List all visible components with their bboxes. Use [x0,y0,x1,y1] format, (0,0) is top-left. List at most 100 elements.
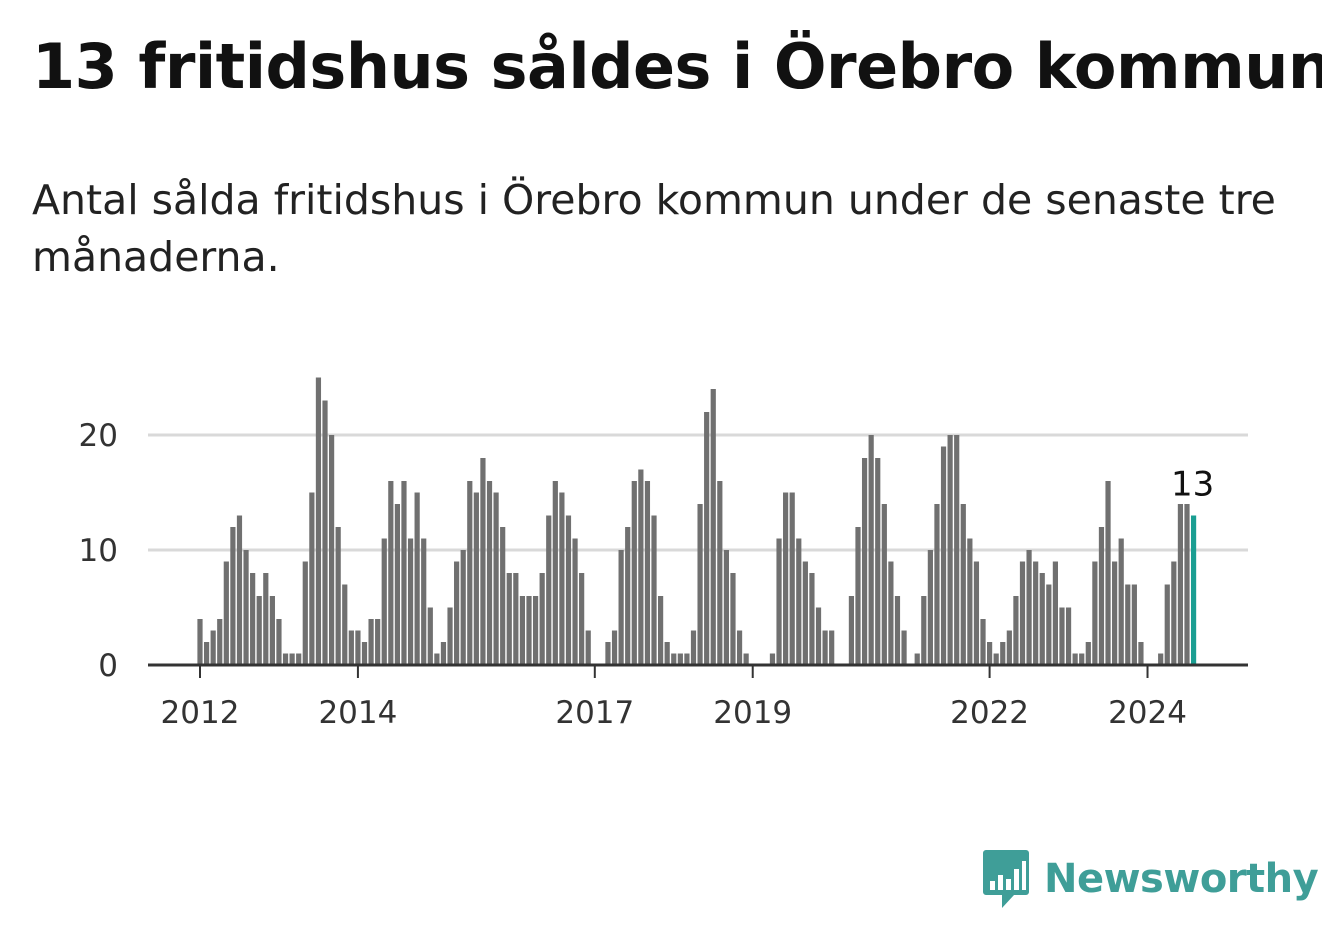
bar [401,481,407,665]
bar [1184,504,1190,665]
bar [230,527,236,665]
bar [315,377,322,665]
bar [1158,653,1164,665]
bar [565,515,572,665]
bar [796,538,802,665]
bar [454,561,460,665]
bar [282,653,289,665]
bar [407,538,414,665]
bar [1138,642,1144,665]
bar [664,642,670,665]
bar [631,481,637,665]
bar [572,538,578,665]
bar [467,481,473,665]
bar [322,400,328,665]
bar [1118,538,1124,665]
bar [500,527,506,665]
bar [309,492,315,665]
bar [1033,561,1039,665]
bar [243,550,249,665]
bar [802,561,808,665]
x-tick-label: 2014 [318,695,397,731]
bar [1177,504,1184,665]
bar [987,642,993,665]
bar [638,469,644,665]
bar [625,527,631,665]
bar [789,492,795,665]
brand-name: Newsworthy [1044,856,1319,902]
bar-chart-speech-bubble-icon [983,850,1029,908]
bar [203,642,210,665]
bar [335,527,341,665]
bar [1065,607,1072,665]
bar [704,412,710,665]
x-tick-label: 2017 [555,695,634,731]
bar [730,573,736,665]
bar [901,630,907,665]
bar [954,435,960,665]
bar [506,573,512,665]
bar [579,573,585,665]
bar [361,642,368,665]
bar [414,492,420,665]
bar [855,527,861,665]
bar [1131,584,1137,665]
bar [888,561,894,665]
bar [809,573,815,665]
bar [1164,584,1170,665]
bar [736,630,743,665]
bar [493,492,499,665]
bar [822,630,828,665]
bar [355,630,361,665]
bar [1105,481,1111,665]
bar [197,619,203,665]
bar [861,458,868,665]
bar [1092,561,1098,665]
bar [1026,550,1032,665]
bar [644,481,651,665]
bar [473,492,479,665]
chart-title: 13 fritidshus såldes i Örebro kommun [32,30,1322,103]
bar [894,596,901,665]
bar [868,435,874,665]
bar [269,596,275,665]
bar [921,596,927,665]
bar [375,619,381,665]
y-tick-label: 10 [79,533,118,569]
bar [513,573,519,665]
bar [934,504,940,665]
bar [875,458,881,665]
bar [447,607,453,665]
bar [526,596,532,665]
bar [960,504,966,665]
bar [881,504,887,665]
bar [427,607,433,665]
bar [690,630,697,665]
bar [1125,584,1131,665]
bar [532,596,539,665]
bar [993,653,999,665]
bar [1059,607,1065,665]
bar [1039,573,1045,665]
bar [723,550,729,665]
bar [776,538,782,665]
chart-subtitle: Antal sålda fritidshus i Örebro kommun u… [32,176,1276,281]
bar [348,630,354,665]
bar [1046,584,1052,665]
bar [848,596,855,665]
bar [329,435,335,665]
x-tick-label: 2024 [1108,695,1187,731]
bar [302,561,308,665]
bar [519,596,526,665]
bar [460,550,466,665]
bar [1079,653,1085,665]
bar [296,653,302,665]
bar [1085,642,1091,665]
bar [368,619,374,665]
bar [585,630,591,665]
bar [276,619,282,665]
bar [559,492,565,665]
bar [947,435,953,665]
bar [381,538,387,665]
bar [256,596,262,665]
